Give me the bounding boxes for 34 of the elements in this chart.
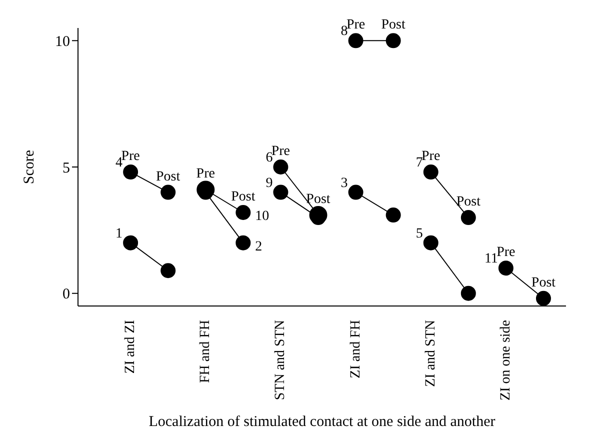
annotation: Post [306,192,330,208]
annotation: Pre [422,149,440,164]
x-tick-label: ZI and STN [423,320,438,387]
y-axis-title: Score [21,150,38,184]
series-label: 8 [340,24,348,40]
series-label: 6 [266,150,273,166]
series-label: 1 [116,226,123,242]
annotation: Post [156,169,180,184]
annotation: Post [381,18,406,33]
series-label: 11 [484,252,498,267]
annotation: Pre [121,149,140,164]
x-tick-label: FH and FH [198,320,214,384]
series-label: 2 [255,239,262,254]
x-tick-label: ZI on one side [498,320,514,400]
series-label: 3 [340,176,348,191]
y-tick-label: 5 [62,160,70,176]
series-label: 7 [416,156,423,171]
x-axis-title: Localization of stimulated contact at one side and another [148,414,496,430]
x-tick-label: STN and STN [273,320,288,400]
annotation: Pre [196,166,215,182]
x-tick-label: ZI and ZI [123,320,138,374]
y-tick-label: 0 [62,286,70,303]
x-tick-label: ZI and FH [348,320,364,378]
annotation: Pre [271,144,290,159]
annotation: Post [231,189,256,204]
series-label: 9 [266,176,273,191]
annotation: Post [531,275,556,290]
y-tick-label: 10 [55,34,70,50]
annotation: Post [456,194,481,210]
series-label: 4 [116,156,123,171]
series-label: 5 [416,226,423,242]
annotation: Pre [496,245,516,260]
series-label: 10 [255,208,270,224]
annotation: Pre [346,18,366,33]
